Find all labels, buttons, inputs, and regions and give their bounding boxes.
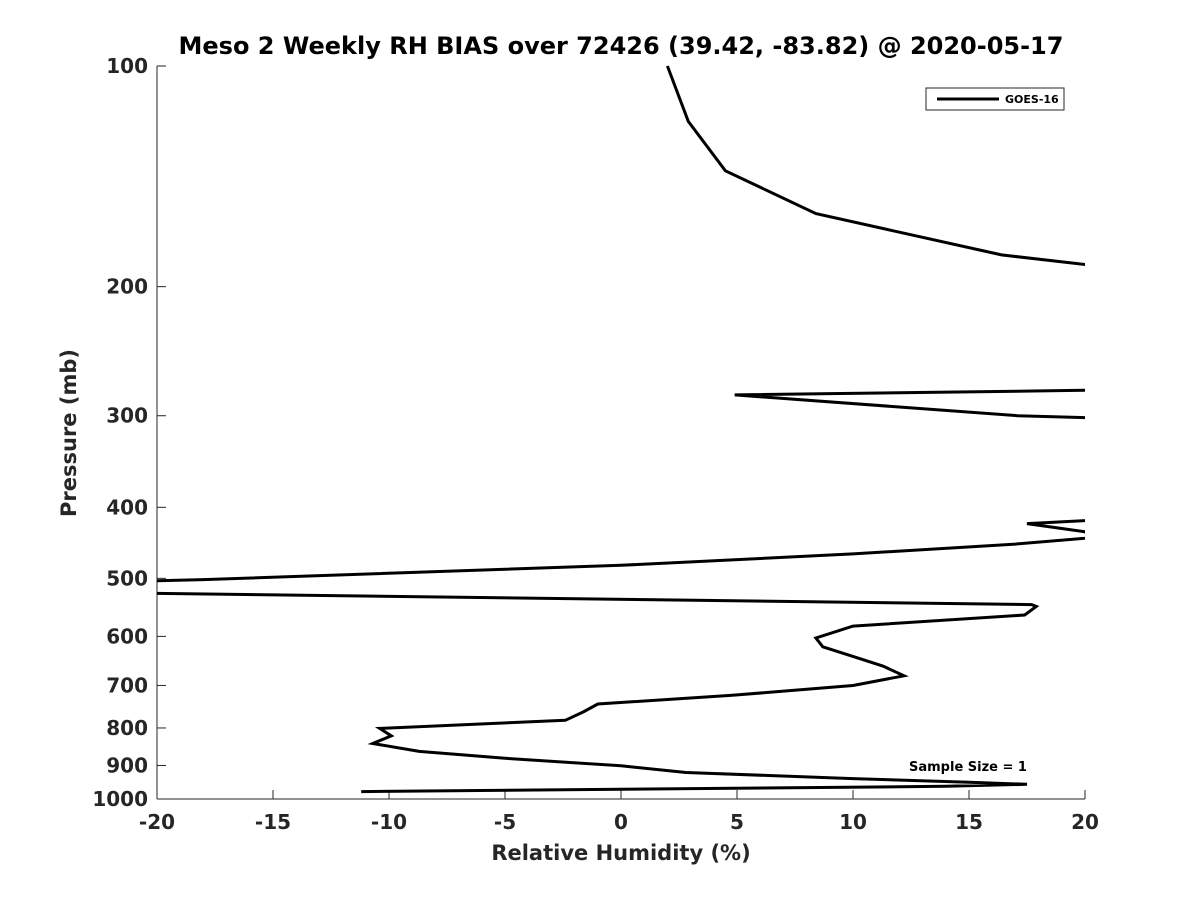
y-tick-label: 700 — [106, 673, 148, 697]
y-tick-label: 200 — [106, 275, 148, 299]
y-tick-label: 500 — [106, 566, 148, 590]
y-axis: 100 200 300 400 500 600 700 800 900 1000 — [92, 54, 166, 811]
y-tick-label: 600 — [106, 624, 148, 648]
y-tick-label: 900 — [106, 753, 148, 777]
x-axis: -20 -15 -10 -5 0 5 10 15 20 — [139, 790, 1099, 834]
legend: GOES-16 — [925, 87, 1065, 111]
x-tick-label: -15 — [255, 810, 291, 834]
y-tick-label: 100 — [106, 54, 148, 78]
sample-size-annotation: Sample Size = 1 — [909, 760, 1027, 775]
x-tick-label: 20 — [1071, 810, 1099, 834]
chart-title: Meso 2 Weekly RH BIAS over 72426 (39.42,… — [179, 32, 1064, 60]
x-tick-label: 5 — [730, 810, 744, 834]
y-tick-label: 300 — [106, 404, 148, 428]
x-tick-label: -5 — [494, 810, 516, 834]
series-layer — [157, 65, 1085, 794]
y-axis-label: Pressure (mb) — [57, 349, 81, 517]
x-tick-label: 0 — [614, 810, 628, 834]
x-axis-label: Relative Humidity (%) — [491, 841, 750, 865]
y-tick-label: 400 — [106, 495, 148, 519]
y-tick-label: 800 — [106, 716, 148, 740]
x-tick-label: 10 — [839, 810, 867, 834]
x-tick-label: 15 — [955, 810, 983, 834]
series-line-goes-16 — [157, 65, 1085, 794]
legend-label-goes-16: GOES-16 — [1005, 93, 1059, 106]
x-tick-label: -20 — [139, 810, 175, 834]
y-tick-label: 1000 — [92, 787, 148, 811]
x-tick-label: -10 — [371, 810, 407, 834]
